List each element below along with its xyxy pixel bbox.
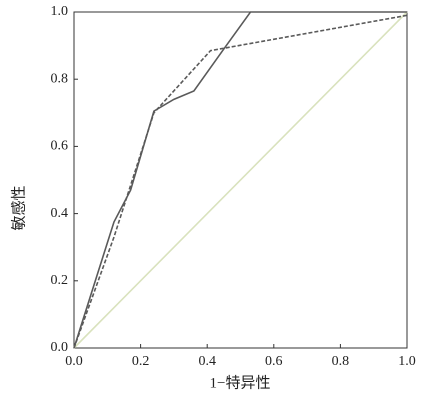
y-tick-label: 0.0 [51, 340, 69, 355]
y-tick-label: 0.4 [51, 206, 69, 221]
x-tick-label: 1.0 [398, 354, 416, 369]
x-tick-label: 0.2 [132, 354, 150, 369]
x-tick-label: 0.0 [65, 354, 83, 369]
y-tick-label: 1.0 [51, 4, 69, 19]
x-axis-title: 1−特异性 [210, 374, 271, 391]
y-axis-title: 敏感性 [10, 185, 27, 230]
y-tick-label: 0.2 [51, 273, 69, 288]
y-tick-label: 0.6 [51, 139, 69, 154]
y-tick-label: 0.8 [51, 71, 69, 86]
roc-line [73, 11, 407, 349]
roc-line [73, 11, 408, 349]
plot-frame [73, 11, 408, 349]
x-tick-label: 0.4 [198, 354, 216, 369]
x-tick-label: 0.6 [265, 354, 283, 369]
x-tick-label: 0.8 [332, 354, 350, 369]
